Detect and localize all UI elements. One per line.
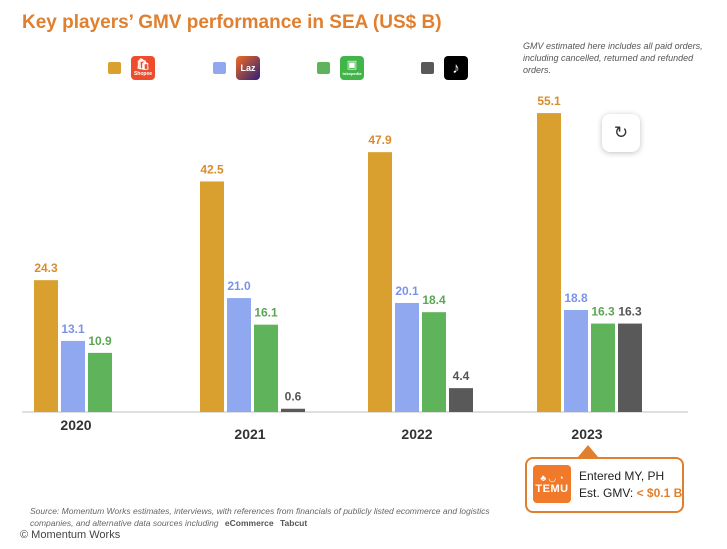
value-label-tokopedia-2022: 18.4	[422, 293, 446, 307]
bar-tokopedia-2023	[591, 323, 615, 412]
bar-lazada-2023	[564, 310, 588, 412]
bar-lazada-2020	[61, 340, 85, 412]
value-label-tiktok-2023: 16.3	[618, 305, 642, 319]
bar-tiktok-2023	[618, 323, 642, 412]
refresh-icon: ↻	[613, 123, 629, 142]
value-label-lazada-2022: 20.1	[395, 284, 419, 298]
value-label-shopee-2023: 55.1	[537, 94, 561, 108]
refresh-button[interactable]: ↻	[602, 114, 640, 152]
chart-title: Key players’ GMV performance in SEA (US$…	[22, 12, 442, 33]
temu-entry-markets: Entered MY, PH	[579, 469, 665, 483]
legend-swatch-lazada	[213, 62, 226, 74]
value-label-lazada-2020: 13.1	[61, 322, 85, 336]
bar-tokopedia-2021	[254, 324, 278, 412]
value-label-lazada-2023: 18.8	[564, 291, 588, 305]
x-tick-label-2020: 2020	[60, 417, 91, 433]
x-tick-label-2022: 2022	[401, 426, 432, 442]
source-note: Source: Momentum Works estimates, interv…	[30, 506, 490, 528]
value-label-shopee-2020: 24.3	[34, 261, 58, 275]
bar-lazada-2022	[395, 302, 419, 412]
ecommerce-brand: eCommerce	[224, 518, 274, 528]
bar-tiktok-2021	[281, 408, 305, 412]
temu-logo: ♣ ◡ ◔ TEMU	[533, 465, 571, 503]
bar-lazada-2021	[227, 298, 251, 412]
legend-swatch-shopee	[108, 62, 121, 74]
bar-shopee-2022	[368, 152, 392, 412]
bar-tiktok-2022	[449, 388, 473, 412]
bar-shopee-2020	[34, 280, 58, 412]
value-label-tokopedia-2023: 16.3	[591, 305, 615, 319]
callout-pointer	[578, 445, 598, 457]
value-label-lazada-2021: 21.0	[227, 279, 251, 293]
lazada-heart-icon: Laz	[236, 56, 260, 80]
gmv-definition-note: GMV estimated here includes all paid ord…	[523, 41, 703, 75]
bar-shopee-2023	[537, 113, 561, 413]
tabcut-brand: Tabcut	[279, 518, 308, 528]
legend-swatch-tokopedia	[317, 62, 330, 74]
copyright: © Momentum Works	[20, 529, 121, 541]
bar-tokopedia-2020	[88, 352, 112, 412]
x-tick-label-2023: 2023	[571, 426, 602, 442]
value-label-tiktok-2021: 0.6	[285, 390, 302, 404]
bar-shopee-2021	[200, 181, 224, 412]
x-tick-label-2021: 2021	[234, 426, 265, 442]
temu-gmv-estimate: Est. GMV: < $0.1 B	[579, 486, 683, 500]
bar-tokopedia-2022	[422, 312, 446, 412]
value-label-tokopedia-2020: 10.9	[88, 334, 112, 348]
legend-swatch-tiktok	[421, 62, 434, 74]
shopee-bag-icon: 🛍 Shopee	[131, 56, 155, 80]
tiktok-note-icon: ♪	[444, 56, 468, 80]
tokopedia-bag-icon: ▣ tokopedia	[340, 56, 364, 80]
value-label-tokopedia-2021: 16.1	[254, 306, 278, 320]
value-label-shopee-2022: 47.9	[368, 133, 392, 147]
value-label-tiktok-2022: 4.4	[453, 369, 470, 383]
value-label-shopee-2021: 42.5	[200, 162, 224, 176]
temu-callout: ♣ ◡ ◔ TEMU Entered MY, PH Est. GMV: < $0…	[525, 457, 684, 513]
